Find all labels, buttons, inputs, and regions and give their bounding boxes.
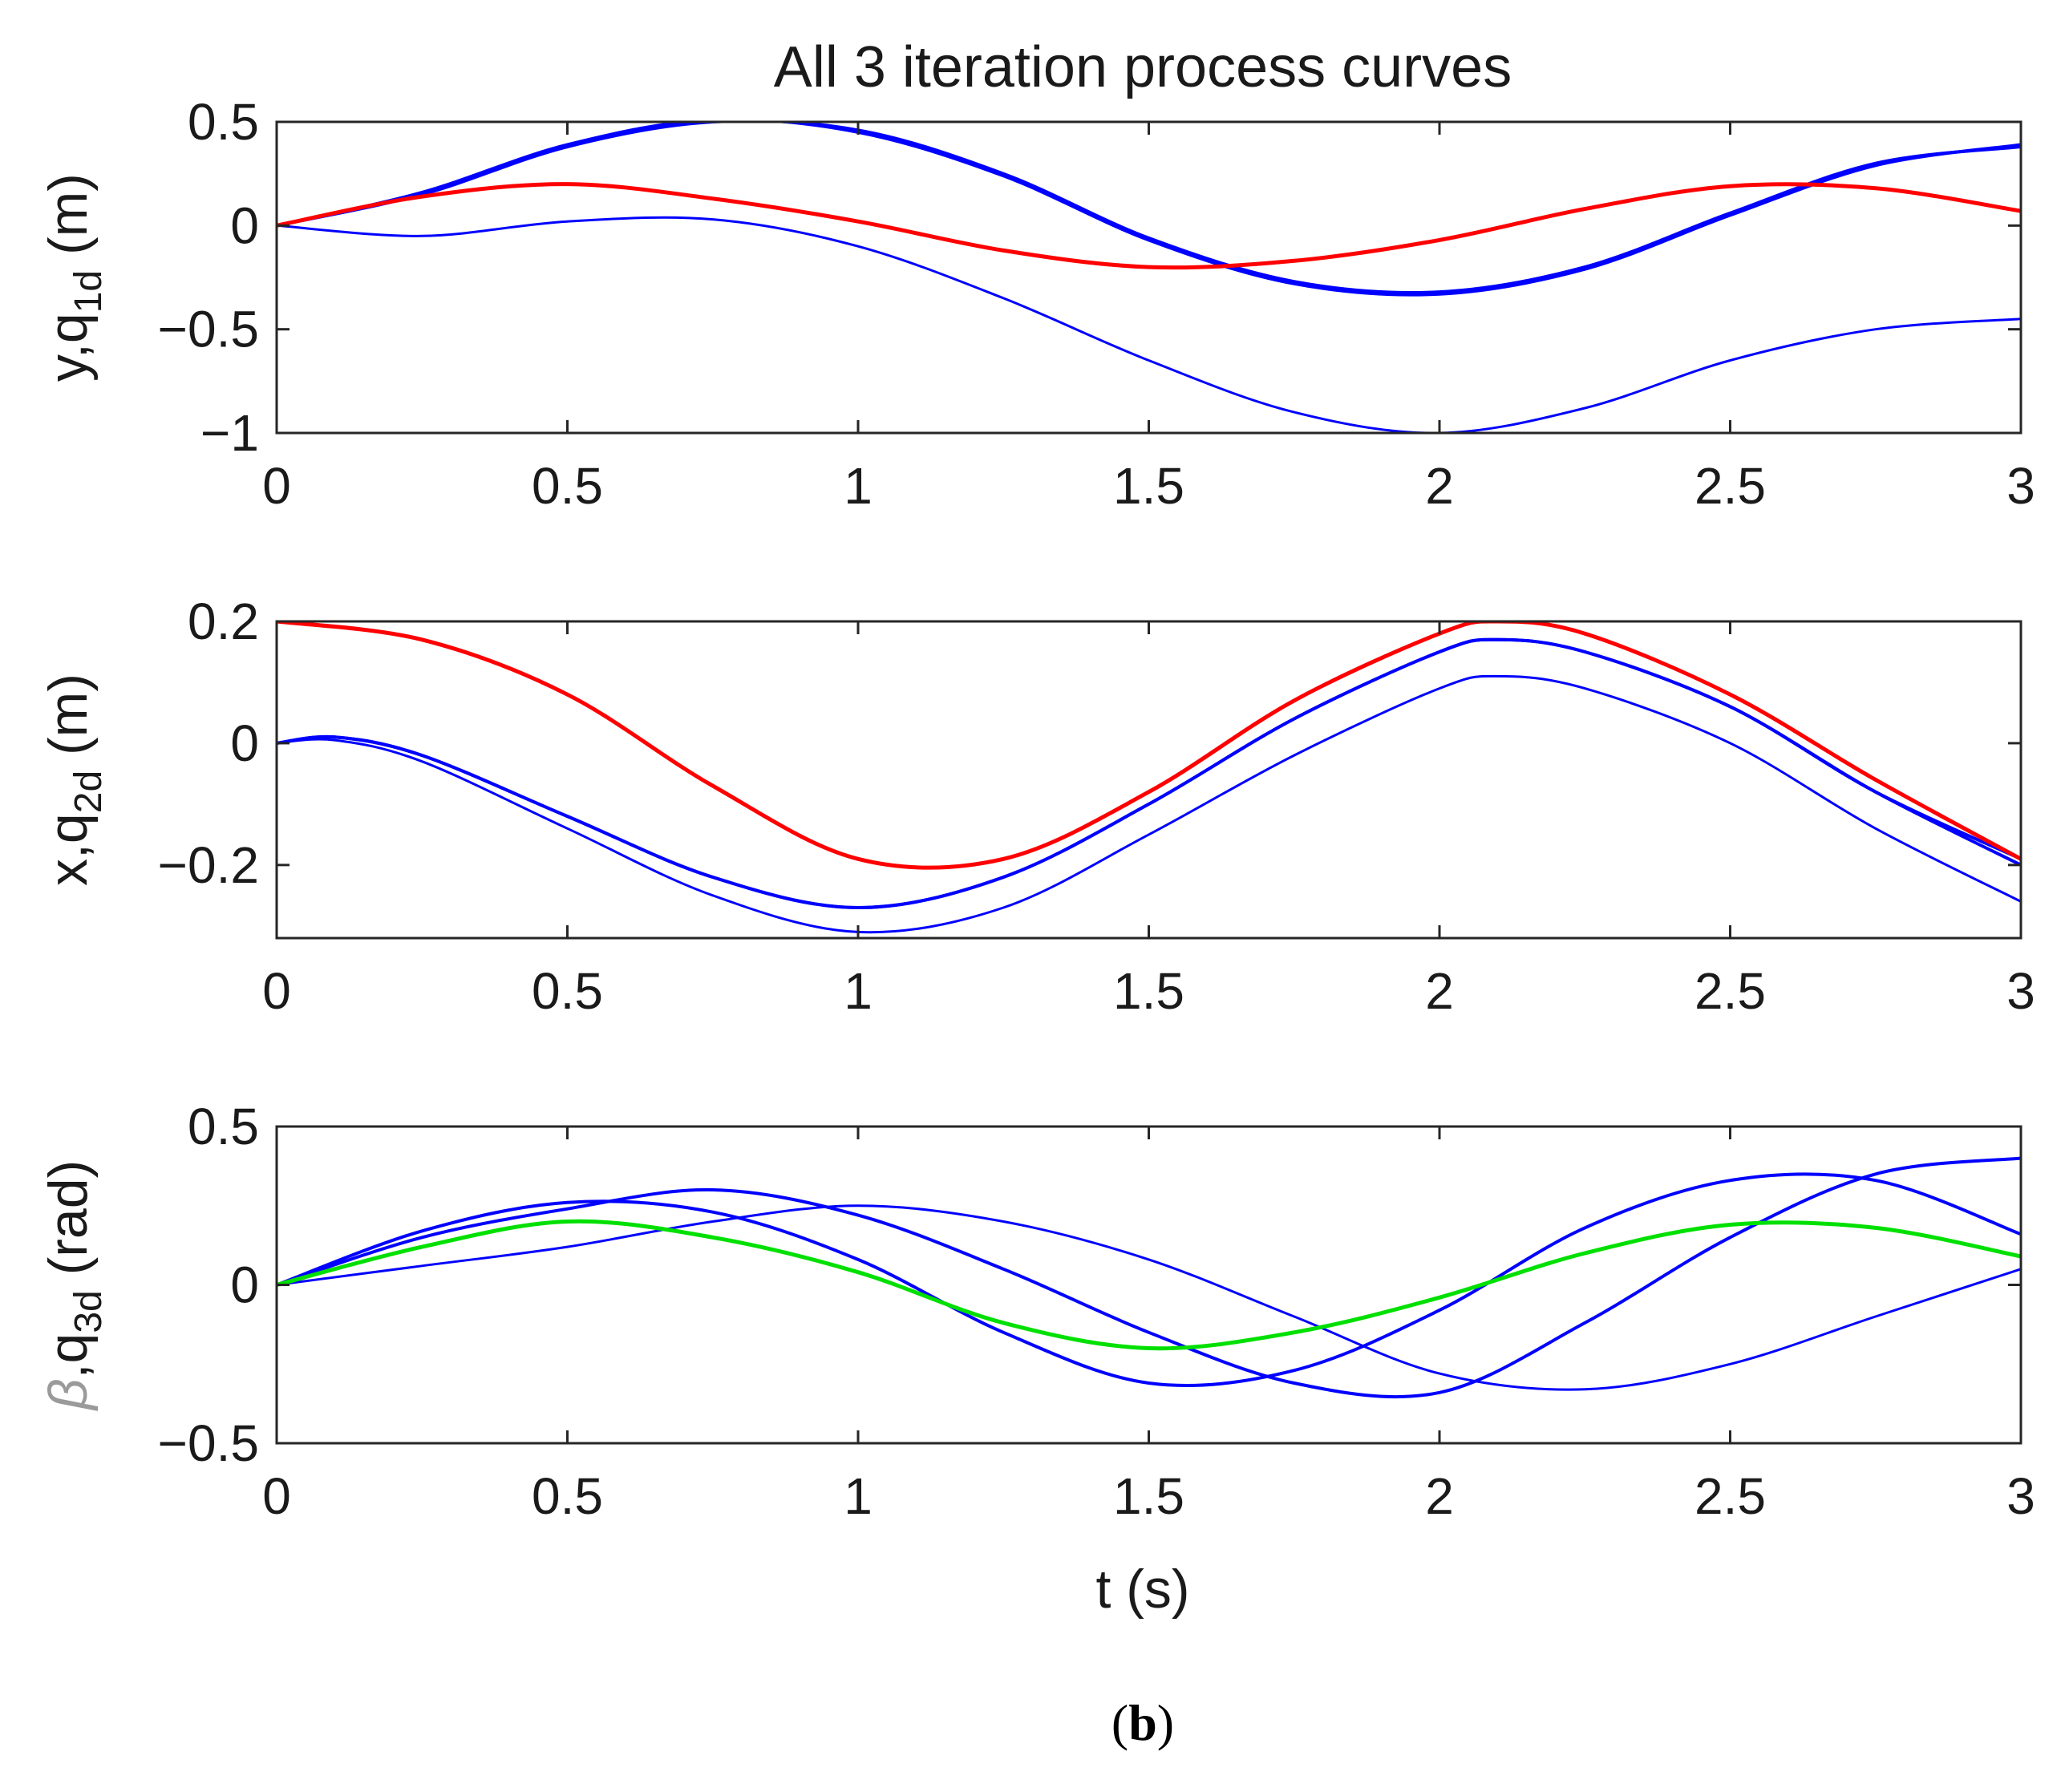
panel1-series-iteration-1 xyxy=(277,216,2021,433)
panel2-y-axis-label: x,q2d (m) xyxy=(38,674,110,886)
panel3-xtick-label: 1.5 xyxy=(1113,1467,1184,1525)
panel1-ytick-label: 0 xyxy=(230,196,259,254)
panel2-xtick-label: 2 xyxy=(1425,962,1454,1020)
panel1-xtick-label: 3 xyxy=(2006,457,2035,515)
x-axis-label: t (s) xyxy=(1095,1559,1189,1620)
panel3-y-axis-label: β,q3d (rad) xyxy=(38,1160,110,1411)
panel1-xtick-label: 0 xyxy=(262,457,291,515)
panel-x: 0 0.5 1 1.5 2 2.5 3 0.2 0 −0.2 x,q2d (m) xyxy=(38,593,2035,1020)
caption-letter: b xyxy=(1128,1694,1157,1751)
panel2-ytick-label: −0.2 xyxy=(158,836,259,894)
chart-title: All 3 iteration process curves xyxy=(774,35,1512,99)
panel1-axes-box xyxy=(275,120,2022,435)
panel1-xtick-label: 2.5 xyxy=(1694,457,1766,515)
panel2-series-group xyxy=(277,621,2021,934)
panel2-series-iteration-3 xyxy=(277,637,2021,909)
panel1-y-axis-label: y,q1d (m) xyxy=(38,173,110,382)
panel1-series-iteration-3 xyxy=(277,122,2021,297)
panel2-series-desired-q2d xyxy=(277,621,2021,870)
panel3-ytick-label: 0 xyxy=(230,1256,259,1314)
panel3-xtick-label: 2.5 xyxy=(1694,1467,1766,1525)
panel2-xtick-label: 1 xyxy=(844,962,873,1020)
panel3-ytick-label: 0.5 xyxy=(188,1098,259,1155)
panel2-xtick-label: 0 xyxy=(262,962,291,1020)
panel3-xtick-label: 2 xyxy=(1425,1467,1454,1525)
panel3-ytick-label: −0.5 xyxy=(158,1414,259,1472)
panel1-ytick-label: 0.5 xyxy=(188,93,259,151)
panel1-xtick-label: 1.5 xyxy=(1113,457,1184,515)
panel1-series-group xyxy=(277,122,2021,433)
panel-beta: 0 0.5 1 1.5 2 2.5 30.50−0.5β,q3d (rad) xyxy=(38,1098,2035,1525)
figure-caption: (b) xyxy=(1111,1694,1174,1751)
panel2-ytick-label: 0 xyxy=(230,714,259,772)
panel2-xtick-label: 2.5 xyxy=(1694,962,1766,1020)
panel3-series-iteration-1 xyxy=(277,1204,2021,1391)
panel1-xtick-label: 1 xyxy=(844,457,873,515)
panel3-series-iteration-3 xyxy=(277,1172,2021,1387)
panel3-axes-box xyxy=(275,1125,2022,1445)
panel1-xtick-label: 0.5 xyxy=(532,457,603,515)
panel3-series-group xyxy=(277,1156,2021,1399)
panel3-xtick-label: 0 xyxy=(262,1467,291,1525)
panel2-axes-box xyxy=(275,620,2022,940)
panel3-series-desired-q3d xyxy=(277,1219,2021,1351)
panel2-ytick-label: 0.2 xyxy=(188,593,259,650)
panel2-xtick-label: 3 xyxy=(2006,962,2035,1020)
panel2-xtick-label: 1.5 xyxy=(1113,962,1184,1020)
panel3-xtick-label: 3 xyxy=(2006,1467,2035,1525)
panel1-series-desired-q1d xyxy=(277,182,2021,270)
panel3-series-iteration-2 xyxy=(277,1156,2021,1399)
panel-y: 0 0.5 1 1.5 2 2.5 3 0.5 0 −0.5 −1 y,q1d (m) xyxy=(38,93,2035,515)
panel3-xtick-label: 0.5 xyxy=(532,1467,603,1525)
caption-close: ) xyxy=(1157,1694,1174,1751)
panel1-ytick-label: −0.5 xyxy=(158,301,259,358)
caption-open: ( xyxy=(1111,1694,1128,1751)
panel1-ytick-label: −1 xyxy=(200,404,259,462)
panel2-xtick-label: 0.5 xyxy=(532,962,603,1020)
panel1-series-iteration-2 xyxy=(277,122,2021,294)
panel1-xtick-label: 2 xyxy=(1425,457,1454,515)
panel3-xtick-label: 1 xyxy=(844,1467,873,1525)
panel2-series-iteration-1 xyxy=(277,674,2021,934)
